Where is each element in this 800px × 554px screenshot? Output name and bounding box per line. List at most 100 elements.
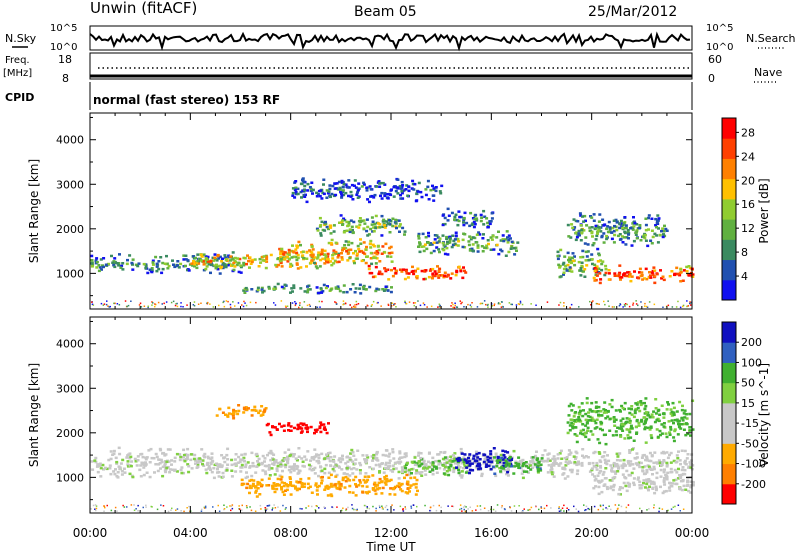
power-cell xyxy=(382,250,386,254)
vel-cell xyxy=(323,467,327,471)
power-cell xyxy=(489,248,493,251)
power-cell xyxy=(375,250,379,253)
vel-cell xyxy=(682,484,686,488)
power-cell xyxy=(418,241,421,244)
power-cell xyxy=(155,265,159,268)
vel-cell xyxy=(507,463,511,466)
vel-cell xyxy=(420,474,424,477)
power-cell xyxy=(446,219,450,222)
power-speckle xyxy=(223,305,226,308)
colorbar-segment xyxy=(722,219,736,240)
power-cell xyxy=(90,259,94,262)
power-cell xyxy=(218,264,222,268)
vel-cell xyxy=(590,467,594,470)
vel-cell xyxy=(665,435,669,439)
power-cell xyxy=(319,287,323,290)
power-cell xyxy=(591,235,594,238)
power-cell xyxy=(256,286,260,290)
power-cell xyxy=(372,245,376,248)
power-cell xyxy=(590,226,594,229)
power-cell xyxy=(594,224,598,228)
power-cell xyxy=(579,269,583,272)
vel-cell xyxy=(168,448,172,451)
vel-cell xyxy=(447,468,451,471)
vel-cell xyxy=(539,469,543,472)
power-cell xyxy=(627,237,630,240)
vel-cell xyxy=(616,464,620,467)
vel-cell xyxy=(224,413,227,416)
vel-cell xyxy=(652,461,656,465)
power-speckle xyxy=(229,303,232,306)
vel-speckle xyxy=(560,510,562,512)
power-cell xyxy=(323,253,327,256)
power-speckle xyxy=(519,300,522,303)
power-cell xyxy=(296,267,300,270)
vel-cell xyxy=(510,457,513,461)
vel-speckle xyxy=(475,509,477,511)
vel-cell xyxy=(397,482,401,485)
power-cell xyxy=(272,287,276,291)
vel-cell xyxy=(135,464,139,467)
vel-cell xyxy=(166,448,170,451)
power-speckle xyxy=(192,304,195,306)
power-cell xyxy=(329,232,333,235)
power-cell xyxy=(338,289,342,293)
vel-cell xyxy=(103,466,107,470)
vel-cell xyxy=(580,464,584,467)
power-cell xyxy=(353,261,356,265)
power-cell xyxy=(647,214,651,217)
vel-cell xyxy=(644,441,648,444)
vel-cell xyxy=(679,427,683,430)
power-cell xyxy=(651,269,655,273)
vel-cell xyxy=(624,484,628,488)
vel-cell xyxy=(468,461,472,465)
vel-speckle xyxy=(145,506,147,508)
vel-cell xyxy=(480,474,484,478)
power-cell xyxy=(595,265,599,268)
vel-cell xyxy=(645,456,649,459)
power-speckle xyxy=(103,303,106,305)
power-cell xyxy=(176,264,180,268)
vel-cell xyxy=(328,451,332,455)
power-cell xyxy=(449,277,453,280)
vel-cell xyxy=(630,471,634,475)
power-speckle xyxy=(393,303,395,306)
power-cell xyxy=(630,244,634,247)
power-cell xyxy=(346,252,350,255)
power-cell xyxy=(325,196,329,199)
vel-cell xyxy=(315,489,319,492)
power-speckle xyxy=(546,301,549,303)
power-cell xyxy=(242,256,246,260)
vel-speckle xyxy=(597,508,600,511)
vel-cell xyxy=(476,456,480,459)
power-cell xyxy=(274,263,278,267)
vel-cell xyxy=(581,423,585,426)
vel-cell xyxy=(608,417,612,421)
power-cell xyxy=(372,226,376,229)
vel-cell xyxy=(149,447,153,451)
power-cell xyxy=(182,254,186,257)
power-speckle xyxy=(197,303,200,305)
vel-cell xyxy=(453,459,457,462)
power-cell xyxy=(463,211,467,215)
vel-cell xyxy=(289,425,293,428)
vel-cell xyxy=(521,458,525,462)
colorbar-segment xyxy=(722,198,736,220)
power-cell xyxy=(646,244,650,248)
vel-cell xyxy=(489,460,493,464)
power-cell xyxy=(579,224,583,227)
power-cell xyxy=(426,179,430,183)
power-cell xyxy=(191,264,195,267)
vel-cell xyxy=(627,436,631,440)
vel-cell xyxy=(298,481,301,484)
power-cell xyxy=(456,237,460,241)
vel-speckle xyxy=(385,504,388,507)
x-tick-label: 16:00 xyxy=(474,526,509,540)
vel-cell xyxy=(118,467,122,471)
vel-cell xyxy=(345,467,349,470)
vel-cell xyxy=(613,470,617,473)
power-cell xyxy=(598,213,602,216)
vel-cell xyxy=(691,399,695,402)
power-cell xyxy=(495,243,499,247)
power-cell xyxy=(478,233,482,236)
